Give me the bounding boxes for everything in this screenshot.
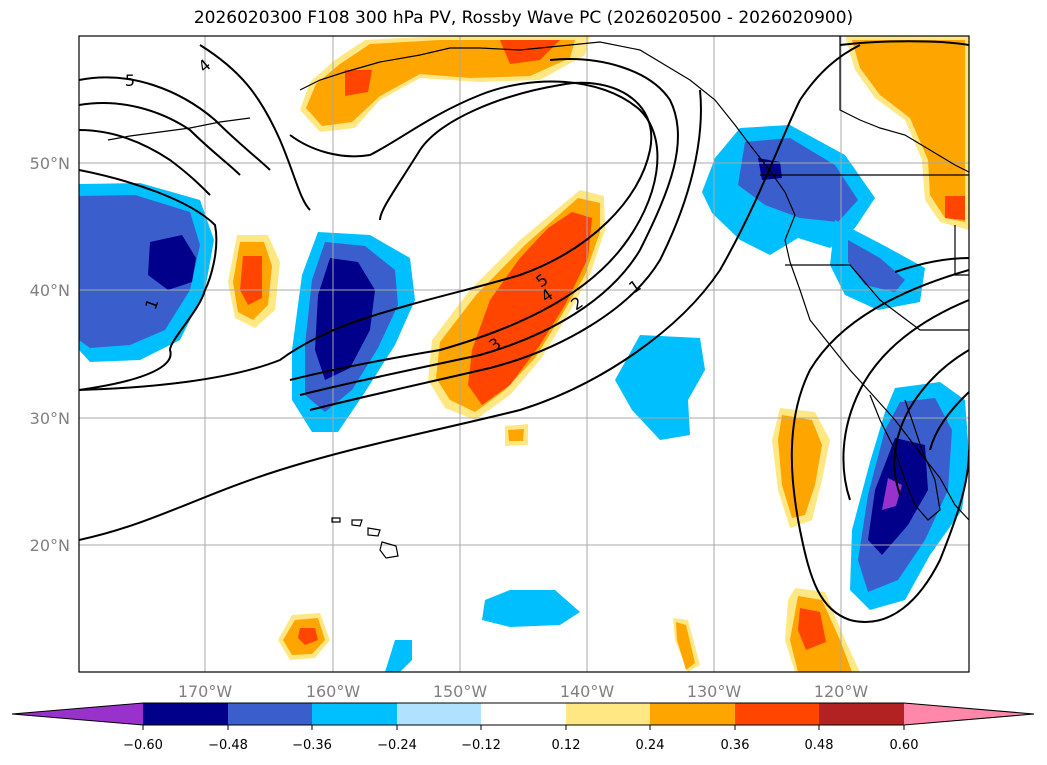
map-border <box>78 35 970 673</box>
colorbar-segment <box>566 703 650 725</box>
colorbar-tick-label: 0.36 <box>721 738 750 753</box>
colorbar-tick-label: −0.60 <box>123 738 163 753</box>
colorbar-segment <box>481 703 566 725</box>
positive-anomaly-alaska <box>300 36 590 132</box>
chart-title: 2026020300 F108 300 hPa PV, Rossby Wave … <box>193 8 854 28</box>
contour-label: 5 <box>125 71 135 90</box>
colorbar-tick-label: −0.12 <box>461 738 501 753</box>
longitude-labels: 170°W 160°W 150°W 140°W 130°W 120°W <box>178 682 869 701</box>
lat-label: 20°N <box>30 536 70 555</box>
colorbar-tick-label: −0.48 <box>208 738 248 753</box>
colorbar-segment <box>312 703 397 725</box>
negative-anomaly-west <box>79 183 214 362</box>
colorbar-tick-label: 0.12 <box>552 738 581 753</box>
lat-label: 40°N <box>30 281 70 300</box>
lon-label: 170°W <box>178 682 233 701</box>
colorbar-tick-label: −0.24 <box>377 738 417 753</box>
lon-label: 120°W <box>814 682 869 701</box>
positive-anomaly-dateline <box>228 235 280 328</box>
lon-label: 160°W <box>306 682 361 701</box>
rossby-contours <box>79 40 969 623</box>
colorbar-segment <box>228 703 312 725</box>
colorbar-tick-label: 0.24 <box>636 738 665 753</box>
lat-label: 30°N <box>30 409 70 428</box>
positive-anomaly-canada <box>845 36 969 230</box>
coastlines <box>107 36 969 521</box>
colorbar-extend-high <box>904 703 1034 725</box>
colorbar-tick-label: 0.48 <box>805 738 834 753</box>
colorbar-segment <box>650 703 735 725</box>
negative-anomaly-baja <box>850 382 969 610</box>
colorbar-tick-label: −0.36 <box>292 738 332 753</box>
colorbar-segment <box>143 703 228 725</box>
negative-anomaly-small <box>385 335 705 672</box>
colorbar-tick-labels: −0.60 −0.48 −0.36 −0.24 −0.12 0.12 0.24 … <box>123 738 918 753</box>
lon-label: 140°W <box>560 682 615 701</box>
colorbar-ticks <box>142 725 905 730</box>
colorbar-segment <box>397 703 481 725</box>
colorbar: −0.60 −0.48 −0.36 −0.24 −0.12 0.12 0.24 … <box>11 702 1035 753</box>
hawaii-islands <box>331 517 399 559</box>
colorbar-tick-label: 0.60 <box>890 738 919 753</box>
colorbar-extend-low <box>12 703 143 725</box>
positive-anomaly-southeast <box>278 408 860 672</box>
lon-label: 150°W <box>433 682 488 701</box>
lon-label: 130°W <box>687 682 742 701</box>
negative-anomaly-central <box>292 232 415 432</box>
map-plot-area: 5 4 1 5 4 3 2 1 <box>79 36 969 672</box>
positive-anomaly-diagonal <box>428 190 605 446</box>
lat-label: 50°N <box>30 154 70 173</box>
colorbar-segment <box>735 703 819 725</box>
colorbar-segment <box>819 703 904 725</box>
latitude-labels: 50°N 40°N 30°N 20°N <box>30 154 70 555</box>
